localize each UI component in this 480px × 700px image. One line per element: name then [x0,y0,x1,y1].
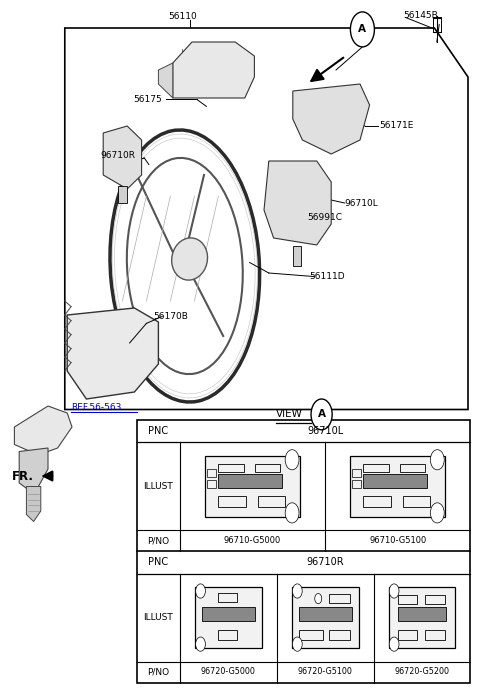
Bar [388,587,456,648]
Bar [137,420,470,682]
Text: 96720-G5000: 96720-G5000 [201,668,256,676]
Text: 56171E: 56171E [379,122,414,130]
Circle shape [431,449,444,470]
Circle shape [292,637,302,651]
Bar [397,595,417,603]
Bar [352,480,361,488]
Text: ILLUST: ILLUST [144,482,173,491]
Text: 96710-G5000: 96710-G5000 [224,536,281,545]
Circle shape [431,503,444,523]
Circle shape [350,12,374,47]
Polygon shape [26,486,41,522]
Bar [329,629,349,640]
Bar [218,593,238,602]
Bar [118,186,127,203]
Circle shape [311,399,332,430]
Ellipse shape [172,238,207,280]
Text: 56170B: 56170B [154,312,189,321]
Text: 96710-G5100: 96710-G5100 [369,536,426,545]
Text: 96710L: 96710L [307,426,343,436]
Bar [207,469,216,477]
Bar [397,629,417,640]
Text: P/NO: P/NO [147,536,169,545]
Bar [218,463,244,473]
Circle shape [285,503,299,523]
Bar [202,607,255,621]
Circle shape [285,449,299,470]
Circle shape [389,584,399,598]
Bar [329,594,349,603]
Bar [425,629,445,640]
Bar [207,480,216,488]
Bar [254,463,280,473]
Text: PNC: PNC [148,557,168,568]
Bar [205,456,300,517]
Bar [363,474,427,488]
Text: ILLUST: ILLUST [144,613,173,622]
Bar [397,607,446,621]
Bar [258,496,285,507]
Text: 96710R: 96710R [306,557,344,568]
Text: 56991C: 56991C [307,213,342,221]
Text: REF.56-563: REF.56-563 [71,403,121,412]
Polygon shape [67,308,158,399]
Text: 96710L: 96710L [345,199,378,207]
Bar [195,587,262,648]
Circle shape [389,637,399,651]
Text: PNC: PNC [148,426,168,436]
Bar [403,496,431,507]
Polygon shape [173,42,254,98]
Bar [400,463,425,473]
Text: 56175: 56175 [133,95,162,104]
Text: 56110: 56110 [168,13,197,21]
Bar [363,463,389,473]
Polygon shape [158,63,173,98]
Bar [352,469,361,477]
Circle shape [292,584,302,598]
Text: FR.: FR. [12,470,34,482]
Text: P/NO: P/NO [147,668,169,676]
Polygon shape [14,406,72,455]
Bar [292,587,359,648]
Bar [218,629,238,640]
Bar [218,474,282,488]
Circle shape [196,637,205,651]
Text: 96710R: 96710R [101,151,136,160]
Bar [350,456,445,517]
Text: 96720-G5200: 96720-G5200 [395,668,449,676]
Polygon shape [264,161,331,245]
Text: 96720-G5100: 96720-G5100 [298,668,353,676]
Bar [218,496,246,507]
Text: A: A [359,25,366,34]
Polygon shape [19,448,48,490]
Text: A: A [318,410,325,419]
Text: VIEW: VIEW [276,410,303,419]
Bar [293,246,301,266]
Circle shape [315,594,322,603]
Circle shape [196,584,205,598]
Bar [433,18,441,32]
Bar [299,629,323,640]
Bar [363,496,391,507]
Bar [425,595,445,603]
Polygon shape [103,126,142,189]
Text: 56145B: 56145B [403,11,438,20]
Text: 56111D: 56111D [310,272,345,281]
Polygon shape [293,84,370,154]
Bar [299,607,352,621]
